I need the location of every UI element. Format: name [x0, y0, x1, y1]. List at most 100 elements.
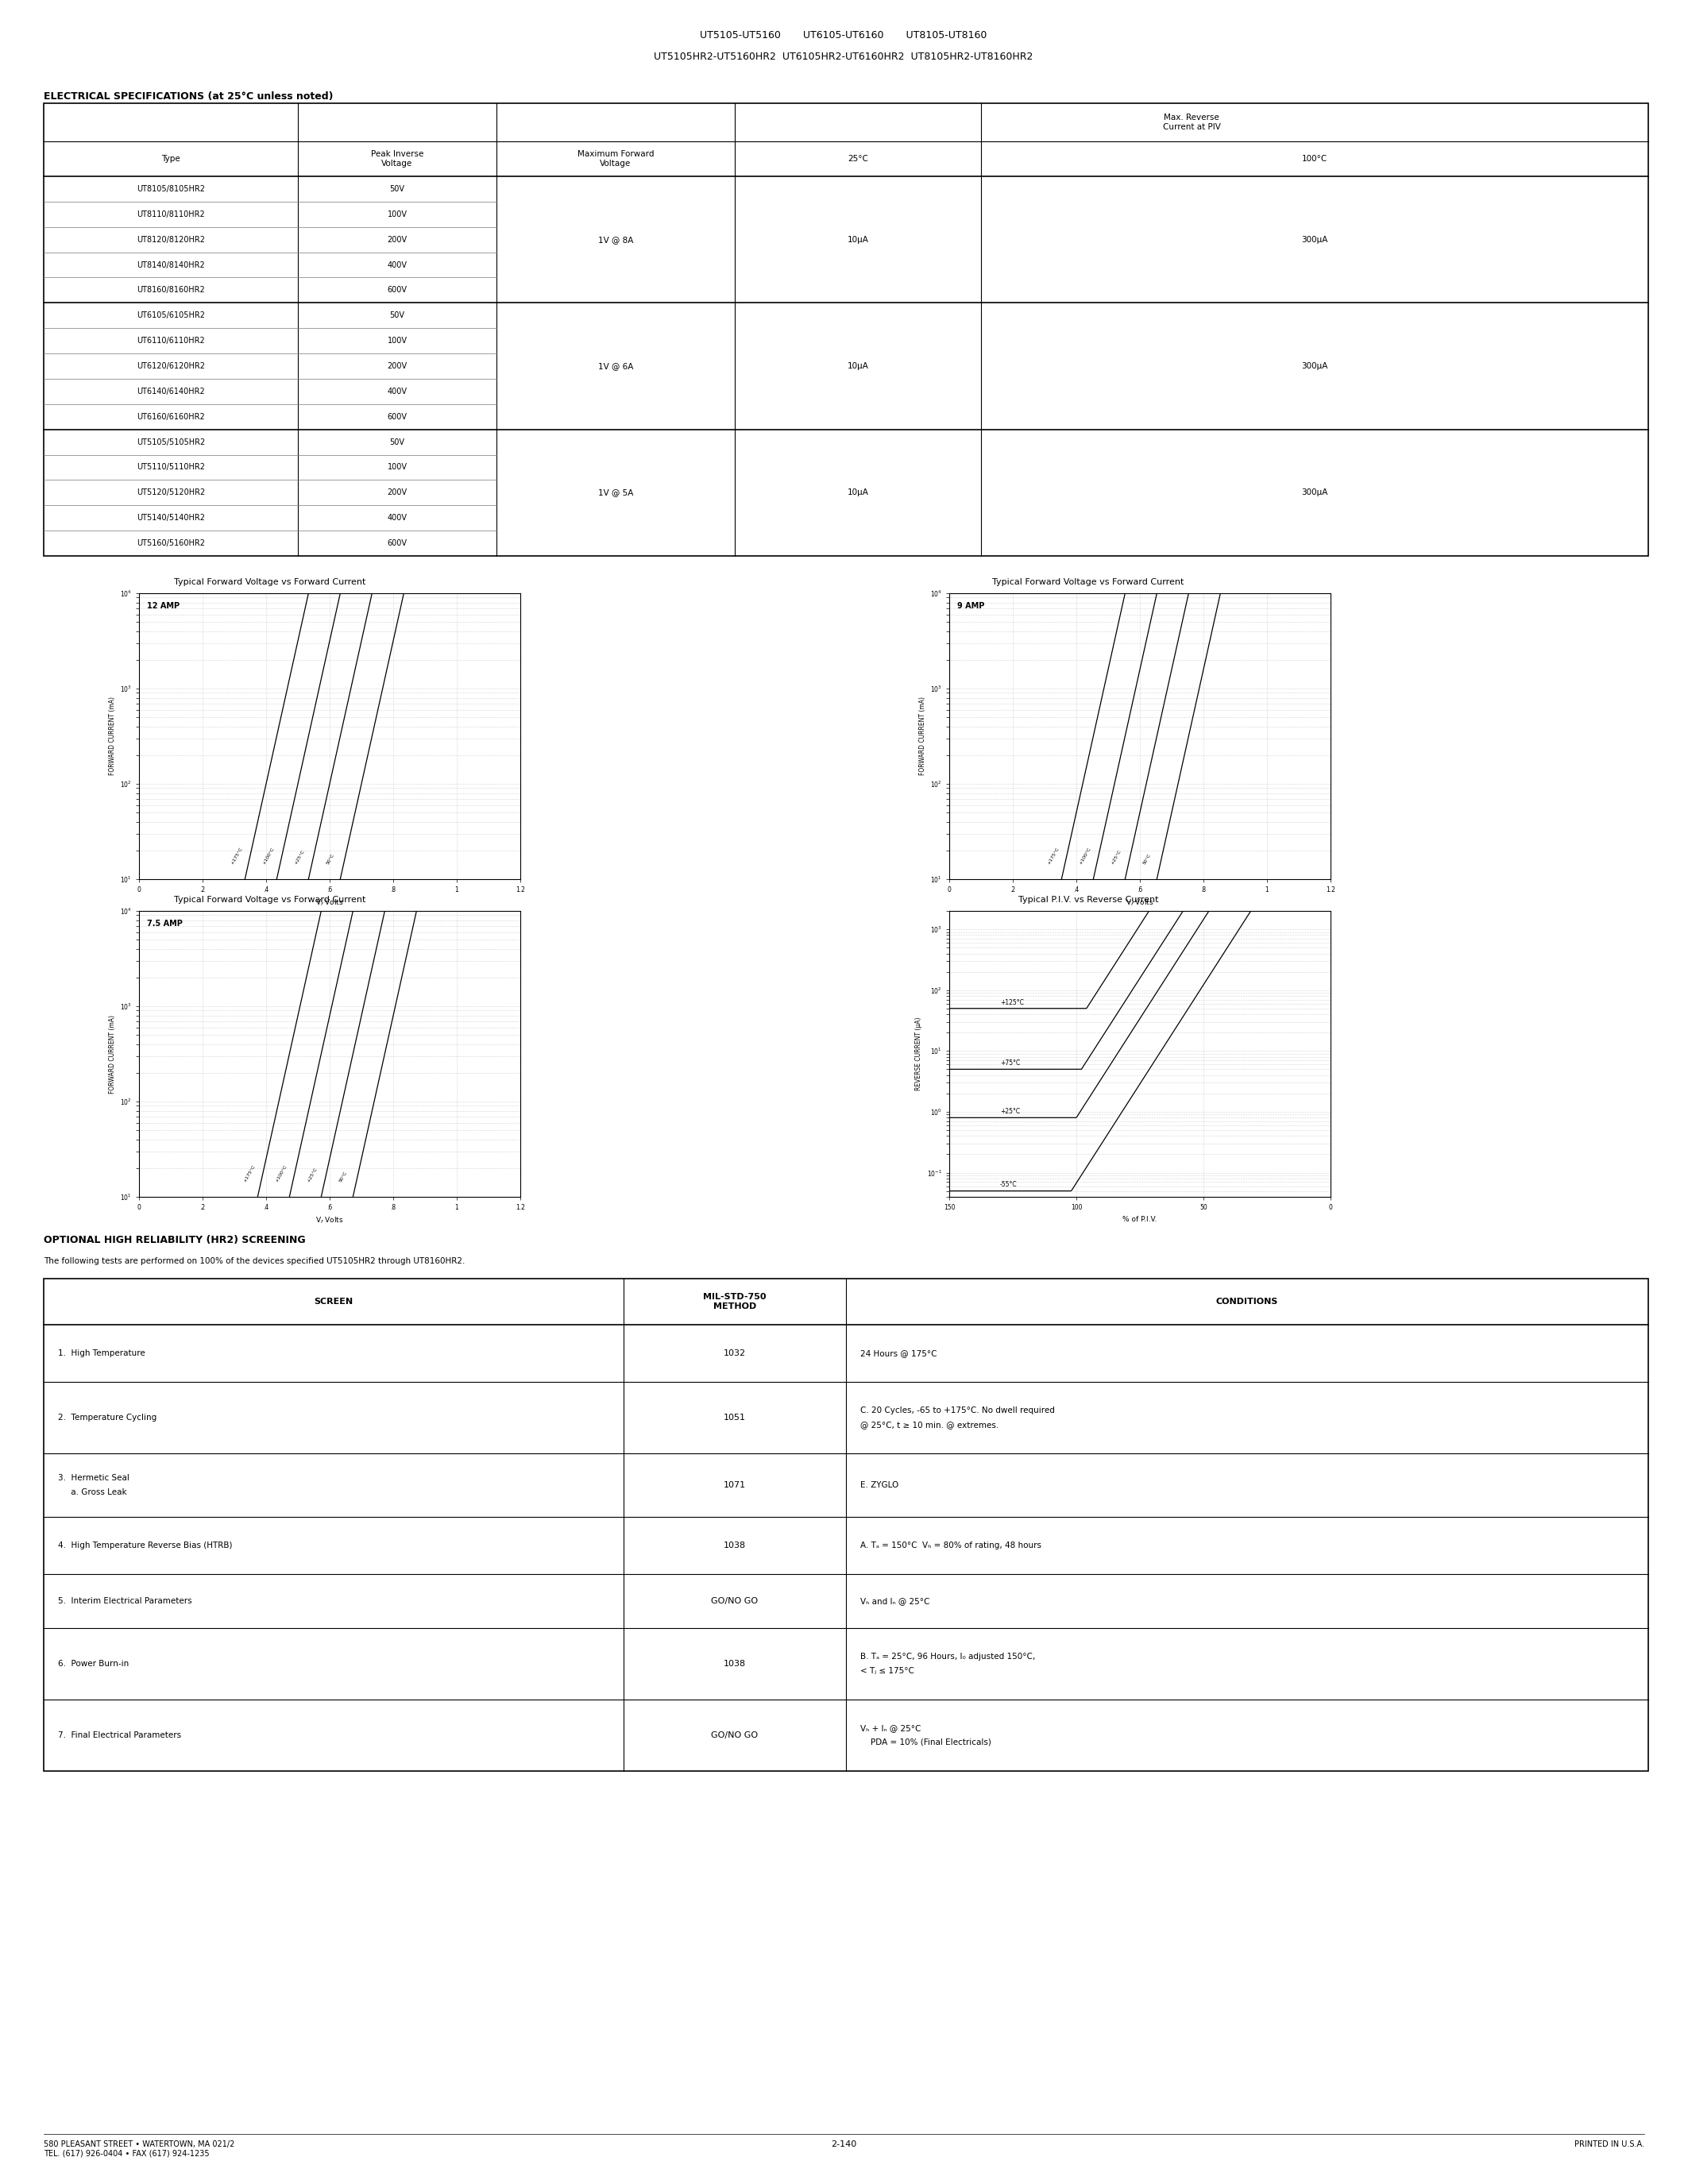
Text: Max. Reverse
Current at PIV: Max. Reverse Current at PIV	[1163, 114, 1220, 131]
Text: 10μA: 10μA	[847, 489, 869, 496]
Text: Maximum Forward
Voltage: Maximum Forward Voltage	[577, 151, 653, 168]
Text: Typical Forward Voltage vs Forward Current: Typical Forward Voltage vs Forward Curre…	[174, 895, 366, 904]
Text: +25°C: +25°C	[1111, 850, 1123, 865]
Text: 200V: 200V	[387, 236, 407, 245]
Text: 200V: 200V	[387, 489, 407, 496]
Text: -55°C: -55°C	[999, 1182, 1018, 1188]
Text: 10μA: 10μA	[847, 236, 869, 245]
Text: UT6105/6105HR2: UT6105/6105HR2	[137, 312, 204, 319]
Text: 7.5 AMP: 7.5 AMP	[147, 919, 182, 928]
Text: 1V @ 5A: 1V @ 5A	[598, 489, 633, 496]
Text: 6.  Power Burn-in: 6. Power Burn-in	[57, 1660, 128, 1669]
Text: +125°C: +125°C	[999, 998, 1025, 1007]
Text: 100V: 100V	[387, 210, 407, 218]
Text: 400V: 400V	[387, 513, 407, 522]
Text: 100V: 100V	[387, 336, 407, 345]
Text: 300μA: 300μA	[1301, 489, 1328, 496]
Text: 50°C: 50°C	[1143, 852, 1151, 865]
Text: Typical Forward Voltage vs Forward Current: Typical Forward Voltage vs Forward Curre…	[174, 579, 366, 585]
Text: Typical P.I.V. vs Reverse Current: Typical P.I.V. vs Reverse Current	[1018, 895, 1158, 904]
Text: +25°C: +25°C	[294, 850, 306, 865]
Text: @ 25°C, t ≥ 10 min. @ extremes.: @ 25°C, t ≥ 10 min. @ extremes.	[861, 1422, 999, 1428]
Text: E. ZYGLO: E. ZYGLO	[861, 1481, 898, 1489]
X-axis label: V$_f$ Volts: V$_f$ Volts	[1126, 898, 1155, 909]
Text: UT5110/5110HR2: UT5110/5110HR2	[137, 463, 204, 472]
Text: Peak Inverse
Voltage: Peak Inverse Voltage	[371, 151, 424, 168]
Y-axis label: FORWARD CURRENT (mA): FORWARD CURRENT (mA)	[108, 1016, 116, 1094]
Text: 600V: 600V	[387, 539, 407, 548]
Text: A. Tₐ = 150°C  Vₕ = 80% of rating, 48 hours: A. Tₐ = 150°C Vₕ = 80% of rating, 48 hou…	[861, 1542, 1041, 1548]
Text: 10μA: 10μA	[847, 363, 869, 369]
Text: +175°C: +175°C	[1047, 847, 1060, 865]
Bar	[44, 1278, 1647, 1771]
Bar	[44, 103, 1647, 557]
Text: UT6160/6160HR2: UT6160/6160HR2	[137, 413, 204, 422]
Text: 2-140: 2-140	[830, 2140, 856, 2149]
Text: UT5105-UT5160       UT6105-UT6160       UT8105-UT8160: UT5105-UT5160 UT6105-UT6160 UT8105-UT816…	[701, 31, 987, 41]
Text: 50°C: 50°C	[338, 1171, 348, 1184]
Text: 2.  Temperature Cycling: 2. Temperature Cycling	[57, 1413, 157, 1422]
Text: UT5105/5105HR2: UT5105/5105HR2	[137, 439, 204, 446]
Text: OPTIONAL HIGH RELIABILITY (HR2) SCREENING: OPTIONAL HIGH RELIABILITY (HR2) SCREENIN…	[44, 1234, 306, 1245]
Text: 1V @ 6A: 1V @ 6A	[598, 363, 633, 369]
Text: +175°C: +175°C	[230, 847, 243, 865]
Text: 24 Hours @ 175°C: 24 Hours @ 175°C	[861, 1350, 937, 1356]
Text: UT5160/5160HR2: UT5160/5160HR2	[137, 539, 204, 548]
Text: 1071: 1071	[724, 1481, 746, 1489]
Y-axis label: FORWARD CURRENT (mA): FORWARD CURRENT (mA)	[918, 697, 927, 775]
Y-axis label: FORWARD CURRENT (mA): FORWARD CURRENT (mA)	[108, 697, 116, 775]
Text: 1032: 1032	[724, 1350, 746, 1356]
Text: 600V: 600V	[387, 286, 407, 295]
Text: GO/NO GO: GO/NO GO	[711, 1597, 758, 1605]
Text: 50V: 50V	[390, 312, 405, 319]
Text: 4.  High Temperature Reverse Bias (HTRB): 4. High Temperature Reverse Bias (HTRB)	[57, 1542, 233, 1548]
Text: UT8140/8140HR2: UT8140/8140HR2	[137, 260, 204, 269]
Text: 25°C: 25°C	[847, 155, 868, 164]
Text: 9 AMP: 9 AMP	[957, 603, 984, 609]
Text: 50V: 50V	[390, 439, 405, 446]
Text: 3.  Hermetic Seal: 3. Hermetic Seal	[57, 1474, 130, 1483]
Text: UT8110/8110HR2: UT8110/8110HR2	[137, 210, 204, 218]
Text: UT5140/5140HR2: UT5140/5140HR2	[137, 513, 204, 522]
Text: +100°C: +100°C	[1079, 847, 1092, 865]
Text: 50°C: 50°C	[326, 852, 334, 865]
Text: Type: Type	[162, 155, 181, 164]
Text: SCREEN: SCREEN	[314, 1297, 353, 1306]
Text: UT8120/8120HR2: UT8120/8120HR2	[137, 236, 204, 245]
Text: +25°C: +25°C	[999, 1107, 1020, 1116]
Text: 12 AMP: 12 AMP	[147, 603, 179, 609]
Text: 100°C: 100°C	[1301, 155, 1327, 164]
Text: 200V: 200V	[387, 363, 407, 369]
Text: 400V: 400V	[387, 260, 407, 269]
Text: < Tⱼ ≤ 175°C: < Tⱼ ≤ 175°C	[861, 1666, 915, 1675]
Text: 580 PLEASANT STREET • WATERTOWN, MA 021/2
TEL. (617) 926-0404 • FAX (617) 924-12: 580 PLEASANT STREET • WATERTOWN, MA 021/…	[44, 2140, 235, 2158]
Text: MIL-STD-750
METHOD: MIL-STD-750 METHOD	[704, 1293, 766, 1310]
Text: 1038: 1038	[724, 1660, 746, 1669]
Text: UT5105HR2-UT5160HR2  UT6105HR2-UT6160HR2  UT8105HR2-UT8160HR2: UT5105HR2-UT5160HR2 UT6105HR2-UT6160HR2 …	[653, 52, 1033, 61]
Text: 1038: 1038	[724, 1542, 746, 1548]
Text: 1051: 1051	[724, 1413, 746, 1422]
Text: a. Gross Leak: a. Gross Leak	[57, 1487, 127, 1496]
Text: CONDITIONS: CONDITIONS	[1215, 1297, 1278, 1306]
Text: C. 20 Cycles, -65 to +175°C. No dwell required: C. 20 Cycles, -65 to +175°C. No dwell re…	[861, 1406, 1055, 1415]
Text: UT6140/6140HR2: UT6140/6140HR2	[137, 387, 204, 395]
Text: Vₕ and Iₙ @ 25°C: Vₕ and Iₙ @ 25°C	[861, 1597, 930, 1605]
Text: GO/NO GO: GO/NO GO	[711, 1732, 758, 1738]
Text: Typical Forward Voltage vs Forward Current: Typical Forward Voltage vs Forward Curre…	[993, 579, 1185, 585]
Text: +175°C: +175°C	[243, 1164, 257, 1184]
Text: UT8105/8105HR2: UT8105/8105HR2	[137, 186, 204, 192]
Text: +100°C: +100°C	[262, 847, 275, 865]
Text: 5.  Interim Electrical Parameters: 5. Interim Electrical Parameters	[57, 1597, 192, 1605]
Text: 1.  High Temperature: 1. High Temperature	[57, 1350, 145, 1356]
Text: UT6120/6120HR2: UT6120/6120HR2	[137, 363, 204, 369]
X-axis label: % of P.I.V.: % of P.I.V.	[1123, 1216, 1158, 1223]
Text: 300μA: 300μA	[1301, 236, 1328, 245]
Text: UT6110/6110HR2: UT6110/6110HR2	[137, 336, 204, 345]
Text: 50V: 50V	[390, 186, 405, 192]
Text: 1V @ 8A: 1V @ 8A	[598, 236, 633, 245]
Text: UT5120/5120HR2: UT5120/5120HR2	[137, 489, 204, 496]
Y-axis label: REVERSE CURRENT (μA): REVERSE CURRENT (μA)	[915, 1018, 922, 1090]
Text: PDA = 10% (Final Electricals): PDA = 10% (Final Electricals)	[861, 1738, 991, 1747]
Text: ELECTRICAL SPECIFICATIONS (at 25°C unless noted): ELECTRICAL SPECIFICATIONS (at 25°C unles…	[44, 92, 333, 103]
Text: 300μA: 300μA	[1301, 363, 1328, 369]
